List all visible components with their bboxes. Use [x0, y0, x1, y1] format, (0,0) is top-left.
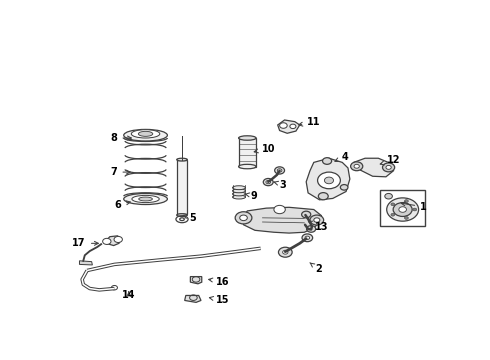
Ellipse shape [233, 192, 245, 196]
Bar [177, 159, 187, 214]
Text: 10: 10 [254, 144, 275, 153]
Ellipse shape [177, 158, 187, 161]
Polygon shape [106, 236, 121, 246]
Polygon shape [242, 207, 321, 233]
Text: 16: 16 [209, 276, 230, 287]
Circle shape [274, 205, 285, 214]
Circle shape [318, 172, 341, 189]
Circle shape [283, 250, 288, 254]
Circle shape [387, 198, 418, 221]
Circle shape [393, 203, 412, 216]
Text: 13: 13 [308, 221, 328, 232]
Ellipse shape [233, 189, 245, 193]
Circle shape [290, 124, 296, 129]
Circle shape [302, 234, 313, 242]
Circle shape [240, 215, 247, 221]
Text: 6: 6 [115, 199, 130, 210]
Text: 11: 11 [299, 117, 321, 127]
Polygon shape [79, 261, 93, 265]
Circle shape [405, 217, 408, 219]
Circle shape [413, 208, 416, 211]
Polygon shape [185, 296, 201, 302]
Circle shape [114, 237, 122, 243]
Circle shape [386, 166, 391, 169]
Ellipse shape [233, 195, 245, 199]
Ellipse shape [233, 186, 245, 190]
Ellipse shape [138, 131, 153, 136]
Ellipse shape [177, 214, 187, 216]
Ellipse shape [131, 130, 160, 138]
Ellipse shape [132, 195, 159, 203]
Circle shape [310, 215, 324, 225]
Text: 15: 15 [209, 296, 230, 305]
Circle shape [322, 158, 332, 164]
Circle shape [351, 162, 363, 171]
Polygon shape [278, 120, 300, 133]
Circle shape [383, 163, 394, 172]
Circle shape [277, 169, 282, 172]
Circle shape [314, 218, 320, 222]
Circle shape [307, 226, 316, 232]
Circle shape [275, 167, 285, 174]
Ellipse shape [139, 197, 152, 201]
Circle shape [235, 212, 252, 224]
Circle shape [324, 177, 334, 184]
Circle shape [263, 179, 273, 186]
Text: 9: 9 [245, 191, 257, 201]
Text: 4: 4 [335, 152, 348, 162]
Text: 1: 1 [401, 202, 427, 212]
Circle shape [102, 238, 111, 244]
Text: 8: 8 [111, 133, 131, 143]
Circle shape [278, 247, 292, 257]
Circle shape [305, 236, 310, 239]
Text: 7: 7 [111, 167, 130, 177]
Text: 12: 12 [380, 155, 401, 165]
Text: 3: 3 [274, 180, 286, 190]
Circle shape [341, 185, 348, 190]
Text: 17: 17 [73, 238, 98, 248]
Circle shape [391, 203, 395, 206]
Ellipse shape [239, 164, 256, 169]
Circle shape [391, 213, 395, 216]
Circle shape [280, 123, 287, 128]
Circle shape [399, 207, 406, 212]
Ellipse shape [123, 129, 168, 141]
Ellipse shape [123, 193, 168, 204]
Circle shape [302, 211, 311, 218]
Text: 5: 5 [183, 213, 196, 224]
Circle shape [385, 193, 392, 199]
Polygon shape [306, 158, 350, 200]
Ellipse shape [239, 136, 256, 140]
Circle shape [266, 180, 270, 184]
Polygon shape [354, 158, 393, 177]
Circle shape [405, 200, 408, 202]
Circle shape [354, 164, 359, 168]
Bar [239, 138, 256, 167]
Polygon shape [190, 276, 202, 284]
Bar [380, 190, 425, 226]
Text: 2: 2 [310, 263, 321, 274]
Circle shape [318, 193, 328, 200]
Text: 14: 14 [122, 290, 136, 300]
